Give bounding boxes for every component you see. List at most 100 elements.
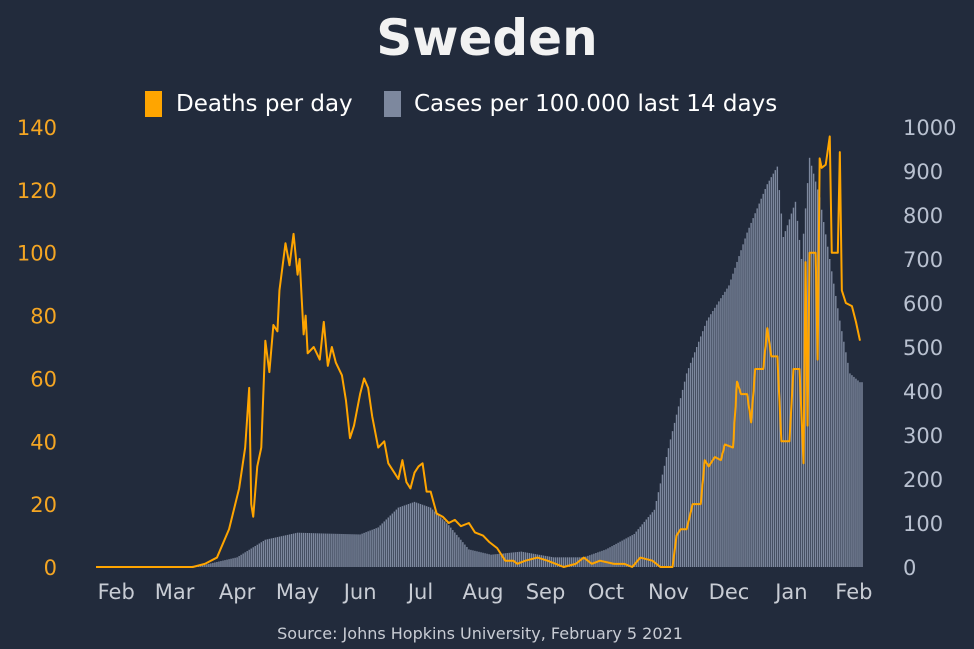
cases-bar: [710, 314, 712, 567]
x-axis-tick-label: Nov: [648, 580, 689, 604]
cases-bar: [498, 553, 500, 567]
chart-title: Sweden: [376, 9, 597, 67]
cases-bar: [524, 552, 527, 567]
cases-bar: [754, 213, 756, 568]
right-axis-tick-label: 700: [903, 248, 943, 272]
cases-bar: [401, 506, 404, 567]
cases-bar: [290, 534, 293, 567]
right-axis-tick-label: 900: [903, 160, 943, 184]
cases-bar: [617, 542, 619, 567]
cases-bar: [532, 553, 535, 567]
cases-bar: [397, 507, 400, 567]
cases-bar: [573, 557, 575, 567]
cases-bar: [835, 295, 837, 567]
cases-bar: [562, 557, 565, 567]
cases-bar: [647, 517, 650, 567]
cases-bar: [391, 513, 394, 567]
cases-bar: [847, 362, 849, 567]
cases-bar: [361, 533, 363, 567]
cases-bar: [486, 553, 488, 567]
right-axis-tick-label: 500: [903, 336, 943, 360]
cases-bar: [786, 225, 789, 567]
legend-deaths-swatch: [145, 91, 162, 117]
cases-bar: [222, 560, 224, 567]
cases-bar: [464, 544, 466, 567]
cases-bar: [560, 557, 563, 567]
right-axis-tick-label: 600: [903, 292, 943, 316]
cases-bar: [837, 308, 839, 567]
cases-bar: [833, 283, 835, 567]
cases-bar: [738, 256, 740, 567]
cases-bar: [671, 431, 674, 567]
left-axis-tick-label: 140: [17, 116, 57, 140]
cases-bar: [829, 259, 831, 567]
cases-bar: [744, 238, 746, 567]
cases-bar: [820, 209, 823, 567]
cases-bar: [649, 514, 652, 567]
cases-bar: [704, 325, 706, 567]
cases-bar: [575, 557, 577, 567]
cases-bar: [639, 526, 641, 567]
cases-bar: [288, 534, 291, 567]
cases-bar: [327, 533, 329, 567]
x-axis-tick-label: Dec: [709, 580, 750, 604]
cases-bar: [210, 563, 212, 567]
cases-bar: [280, 536, 283, 567]
cases-bar: [627, 537, 629, 567]
cases-bar: [450, 527, 452, 567]
cases-bar: [363, 532, 365, 567]
cases-bar: [764, 189, 766, 568]
cases-bar: [851, 375, 853, 567]
cases-bar: [214, 562, 216, 567]
cases-bar: [714, 307, 716, 567]
cases-bar: [569, 557, 571, 567]
cases-bar: [399, 506, 402, 567]
cases-bar: [359, 534, 361, 567]
cases-bar: [816, 189, 819, 568]
cases-bar: [726, 288, 728, 567]
right-axis-tick-label: 800: [903, 204, 943, 228]
cases-bar: [369, 530, 371, 567]
cases-bar: [462, 542, 464, 567]
cases-bar: [202, 565, 204, 567]
cases-bar: [657, 492, 660, 567]
cases-bar: [425, 506, 428, 567]
left-axis-tick-label: 40: [30, 430, 57, 454]
cases-bar: [655, 501, 658, 567]
cases-bar: [300, 532, 303, 567]
cases-bar: [379, 525, 381, 567]
cases-bar: [355, 534, 357, 567]
cases-bar: [615, 543, 617, 567]
cases-bar: [389, 515, 392, 567]
cases-bar: [522, 551, 525, 567]
cases-bar: [256, 544, 258, 567]
cases-bar: [595, 553, 597, 567]
cases-bar: [315, 533, 317, 567]
cases-bar: [242, 553, 244, 567]
cases-bar: [607, 548, 609, 567]
cases-bar: [304, 532, 307, 567]
cases-bar: [520, 551, 523, 567]
cases-bar: [296, 532, 299, 567]
cases-bar: [665, 457, 668, 567]
cases-bar: [298, 532, 301, 567]
cases-bar: [411, 502, 414, 567]
cases-bar: [367, 531, 369, 567]
cases-bar: [317, 533, 319, 567]
cases-bar: [421, 504, 424, 567]
cases-bar: [349, 534, 351, 567]
cases-bar: [812, 173, 815, 567]
cases-bar: [772, 173, 775, 567]
cases-bar: [637, 529, 639, 567]
cases-bar: [853, 376, 855, 567]
cases-bar: [750, 222, 752, 568]
cases-bar: [278, 536, 281, 567]
cases-bar: [232, 558, 234, 567]
cases-bar: [470, 549, 472, 567]
cases-bar: [730, 279, 732, 567]
cases-bar: [623, 539, 625, 567]
cases-bar: [306, 532, 309, 567]
cases-bar: [216, 561, 218, 567]
